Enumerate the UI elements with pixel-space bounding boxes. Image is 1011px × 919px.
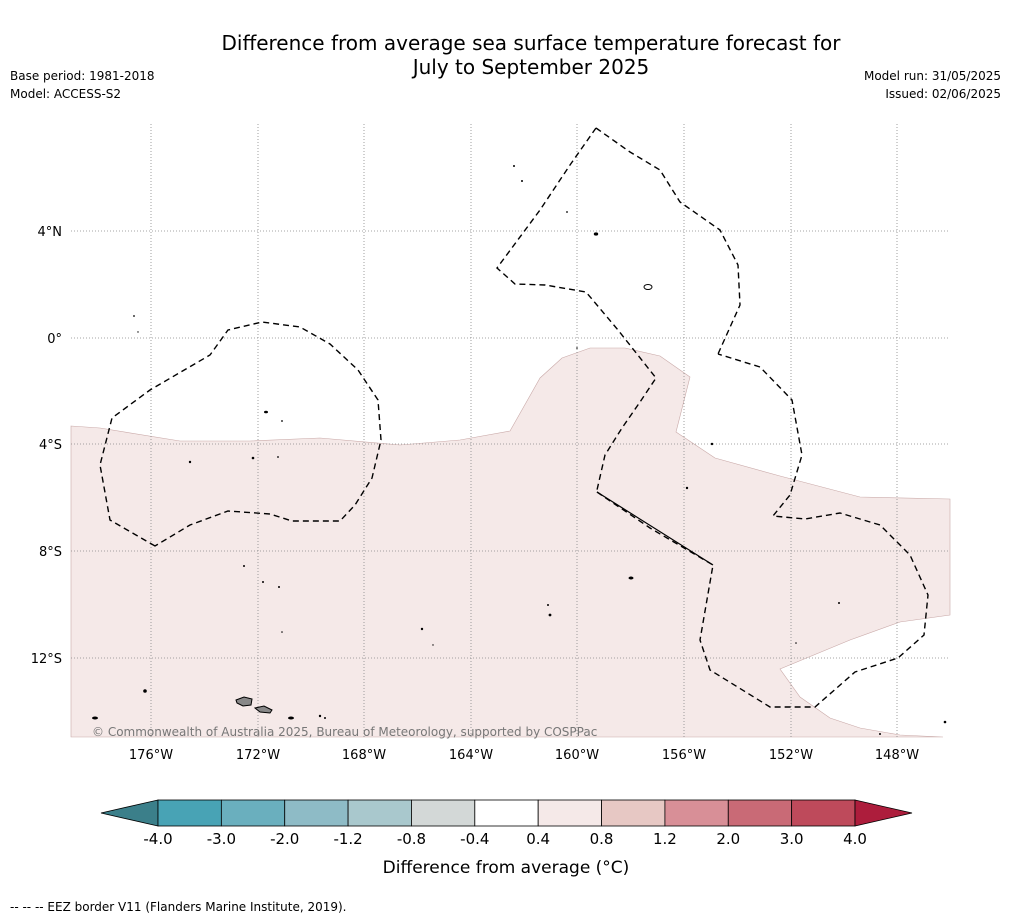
lat-label-4s: 4°S (39, 438, 62, 453)
lon-label-172w: 172°W (236, 748, 280, 763)
anomaly-region (70, 347, 951, 738)
lat-label-8s: 8°S (39, 545, 62, 560)
colorbar: -4.0 -3.0 -2.0 -1.2 -0.8 -0.4 0.4 0.8 1.2 2.0 3.0 4… (100, 799, 913, 848)
model-name: Model: ACCESS-S2 (10, 87, 122, 101)
colorbar-tick-label: 2.0 (716, 830, 740, 848)
eez-border-tokelau (99, 321, 382, 547)
lon-label-156w: 156°W (662, 748, 706, 763)
colorbar-tick-label: -1.2 (333, 830, 362, 848)
map-title: Difference from average sea surface temp… (160, 31, 902, 79)
run-info: Model run: 31/05/2025 Issued: 02/06/2025 (864, 67, 1001, 103)
lat-label-4n: 4°N (38, 225, 63, 240)
colorbar-tick-label: 0.4 (526, 830, 550, 848)
colorbar-segment (727, 799, 793, 827)
eez-border-solid-segment (596, 491, 714, 566)
colorbar-tick-label: -0.4 (460, 830, 489, 848)
copyright-notice: © Commonwealth of Australia 2025, Bureau… (92, 725, 597, 739)
colorbar-segment (284, 799, 349, 827)
lon-label-148w: 148°W (875, 748, 919, 763)
base-period: Base period: 1981-2018 (10, 69, 155, 83)
lon-label-176w: 176°W (129, 748, 173, 763)
lon-label-164w: 164°W (449, 748, 493, 763)
colorbar-underflow-arrow (100, 799, 159, 827)
lon-label-168w: 168°W (342, 748, 386, 763)
colorbar-label: Difference from average (°C) (383, 858, 630, 878)
colorbar-tick-label: -3.0 (207, 830, 236, 848)
colorbar-segment (791, 799, 856, 827)
title-line-1: Difference from average sea surface temp… (221, 31, 841, 55)
lat-label-12s: 12°S (31, 652, 62, 667)
colorbar-tick-label: 1.2 (653, 830, 677, 848)
model-run-date: Model run: 31/05/2025 (863, 69, 1001, 83)
colorbar-tick-label: -0.8 (397, 830, 426, 848)
upolu-island (253, 705, 273, 714)
savaii-island (235, 696, 253, 707)
eez-border-kiribati-north (595, 127, 741, 355)
colorbar-tick-label: -4.0 (143, 830, 172, 848)
model-info: Base period: 1981-2018 Model: ACCESS-S2 (10, 67, 155, 103)
graticule (71, 124, 950, 737)
colorbar-tick-label: 0.8 (590, 830, 614, 848)
colorbar-segment (157, 799, 222, 827)
colorbar-segment (347, 799, 412, 827)
colorbar-overflow-arrow (854, 799, 913, 827)
issued-date: Issued: 02/06/2025 (885, 87, 1001, 101)
islands (92, 165, 947, 735)
colorbar-segment (664, 799, 729, 827)
lat-label-0: 0° (47, 332, 62, 347)
eez-borders (99, 127, 929, 708)
colorbar-segment (411, 799, 476, 827)
colorbar-tick-label: 4.0 (843, 830, 867, 848)
colorbar-segment (601, 799, 666, 827)
title-line-2: July to September 2025 (412, 55, 650, 79)
colorbar-tick-label: 3.0 (780, 830, 804, 848)
eez-border-south (596, 353, 929, 708)
lon-label-160w: 160°W (555, 748, 599, 763)
colorbar-segment (537, 799, 602, 827)
colorbar-segment (220, 799, 286, 827)
colorbar-tick-label: -2.0 (270, 830, 299, 848)
eez-source-note: -- -- -- EEZ border V11 (Flanders Marine… (10, 900, 347, 914)
colorbar-segment (474, 799, 539, 827)
lon-label-152w: 152°W (769, 748, 813, 763)
